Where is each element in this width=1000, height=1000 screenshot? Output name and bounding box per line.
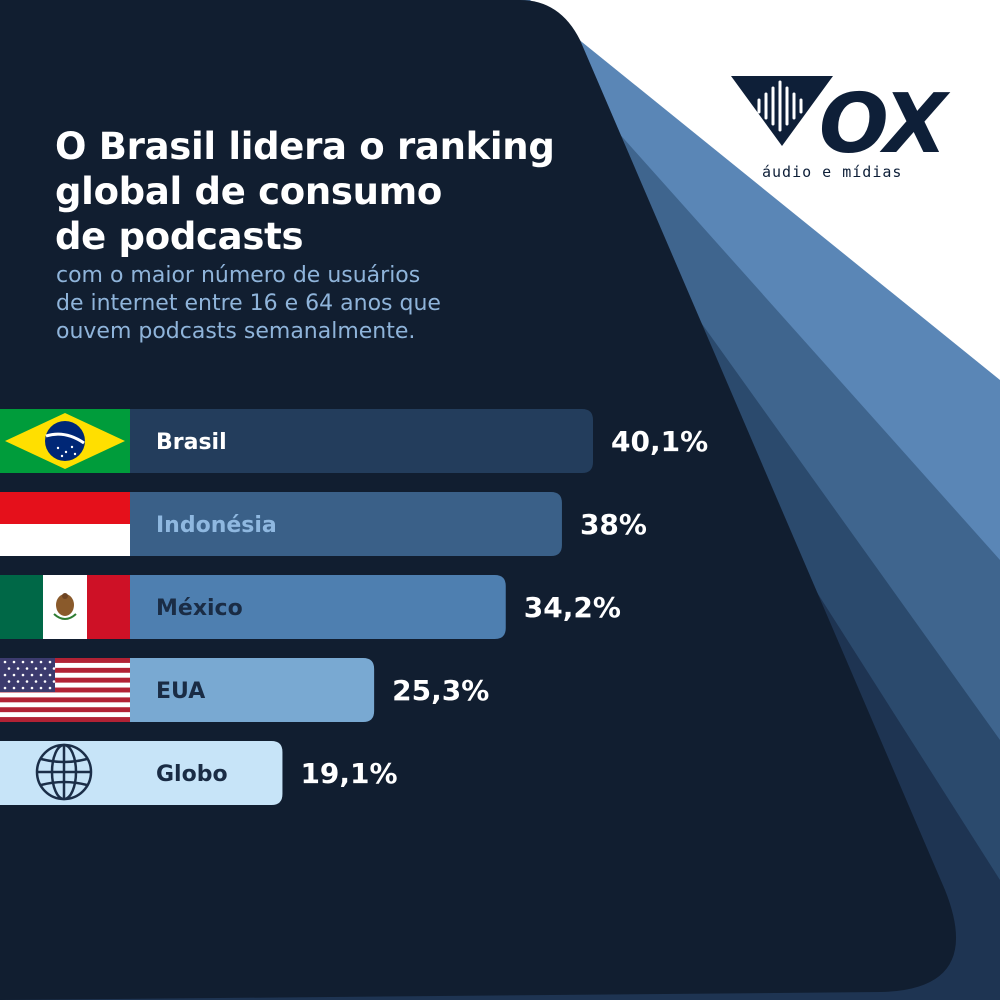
bar-category-label: Brasil	[156, 430, 227, 455]
bar-value-label: 34,2%	[524, 591, 621, 624]
logo-text: OX	[819, 77, 951, 172]
title-line-1: O Brasil lidera o ranking	[55, 125, 555, 168]
bar-value-label: 40,1%	[611, 425, 708, 458]
globe-icon	[35, 743, 93, 801]
bar-category-label: México	[156, 596, 243, 621]
bar-category-label: Indonésia	[156, 513, 277, 538]
logo-tagline: áudio e mídias	[762, 163, 903, 181]
bar-1	[0, 492, 562, 556]
mexico-flag-icon	[0, 575, 130, 639]
brazil-flag-icon	[0, 409, 130, 473]
bar-value-label: 38%	[580, 508, 647, 541]
title-line-2: global de consumo	[55, 170, 442, 213]
usa-flag-icon	[0, 658, 130, 722]
bar-0	[0, 409, 593, 473]
bar-category-label: EUA	[156, 679, 205, 704]
page-subtitle: com o maior número de usuários de intern…	[56, 262, 441, 346]
indonesia-flag-icon	[0, 492, 130, 556]
bar-value-label: 19,1%	[300, 757, 397, 790]
subtitle-line-2: de internet entre 16 e 64 anos que	[56, 291, 441, 316]
bar-4	[0, 741, 283, 805]
subtitle-line-3: ouvem podcasts semanalmente.	[56, 319, 416, 344]
logo-triangle	[731, 76, 833, 146]
title-line-3: de podcasts	[55, 215, 304, 258]
bar-value-label: 25,3%	[392, 674, 489, 707]
subtitle-line-1: com o maior número de usuários	[56, 263, 421, 288]
bar-category-label: Globo	[156, 762, 228, 787]
page-title: O Brasil lidera o ranking global de cons…	[55, 124, 555, 259]
vox-logo: OX	[731, 76, 953, 172]
sound-wave-icon	[757, 80, 803, 132]
